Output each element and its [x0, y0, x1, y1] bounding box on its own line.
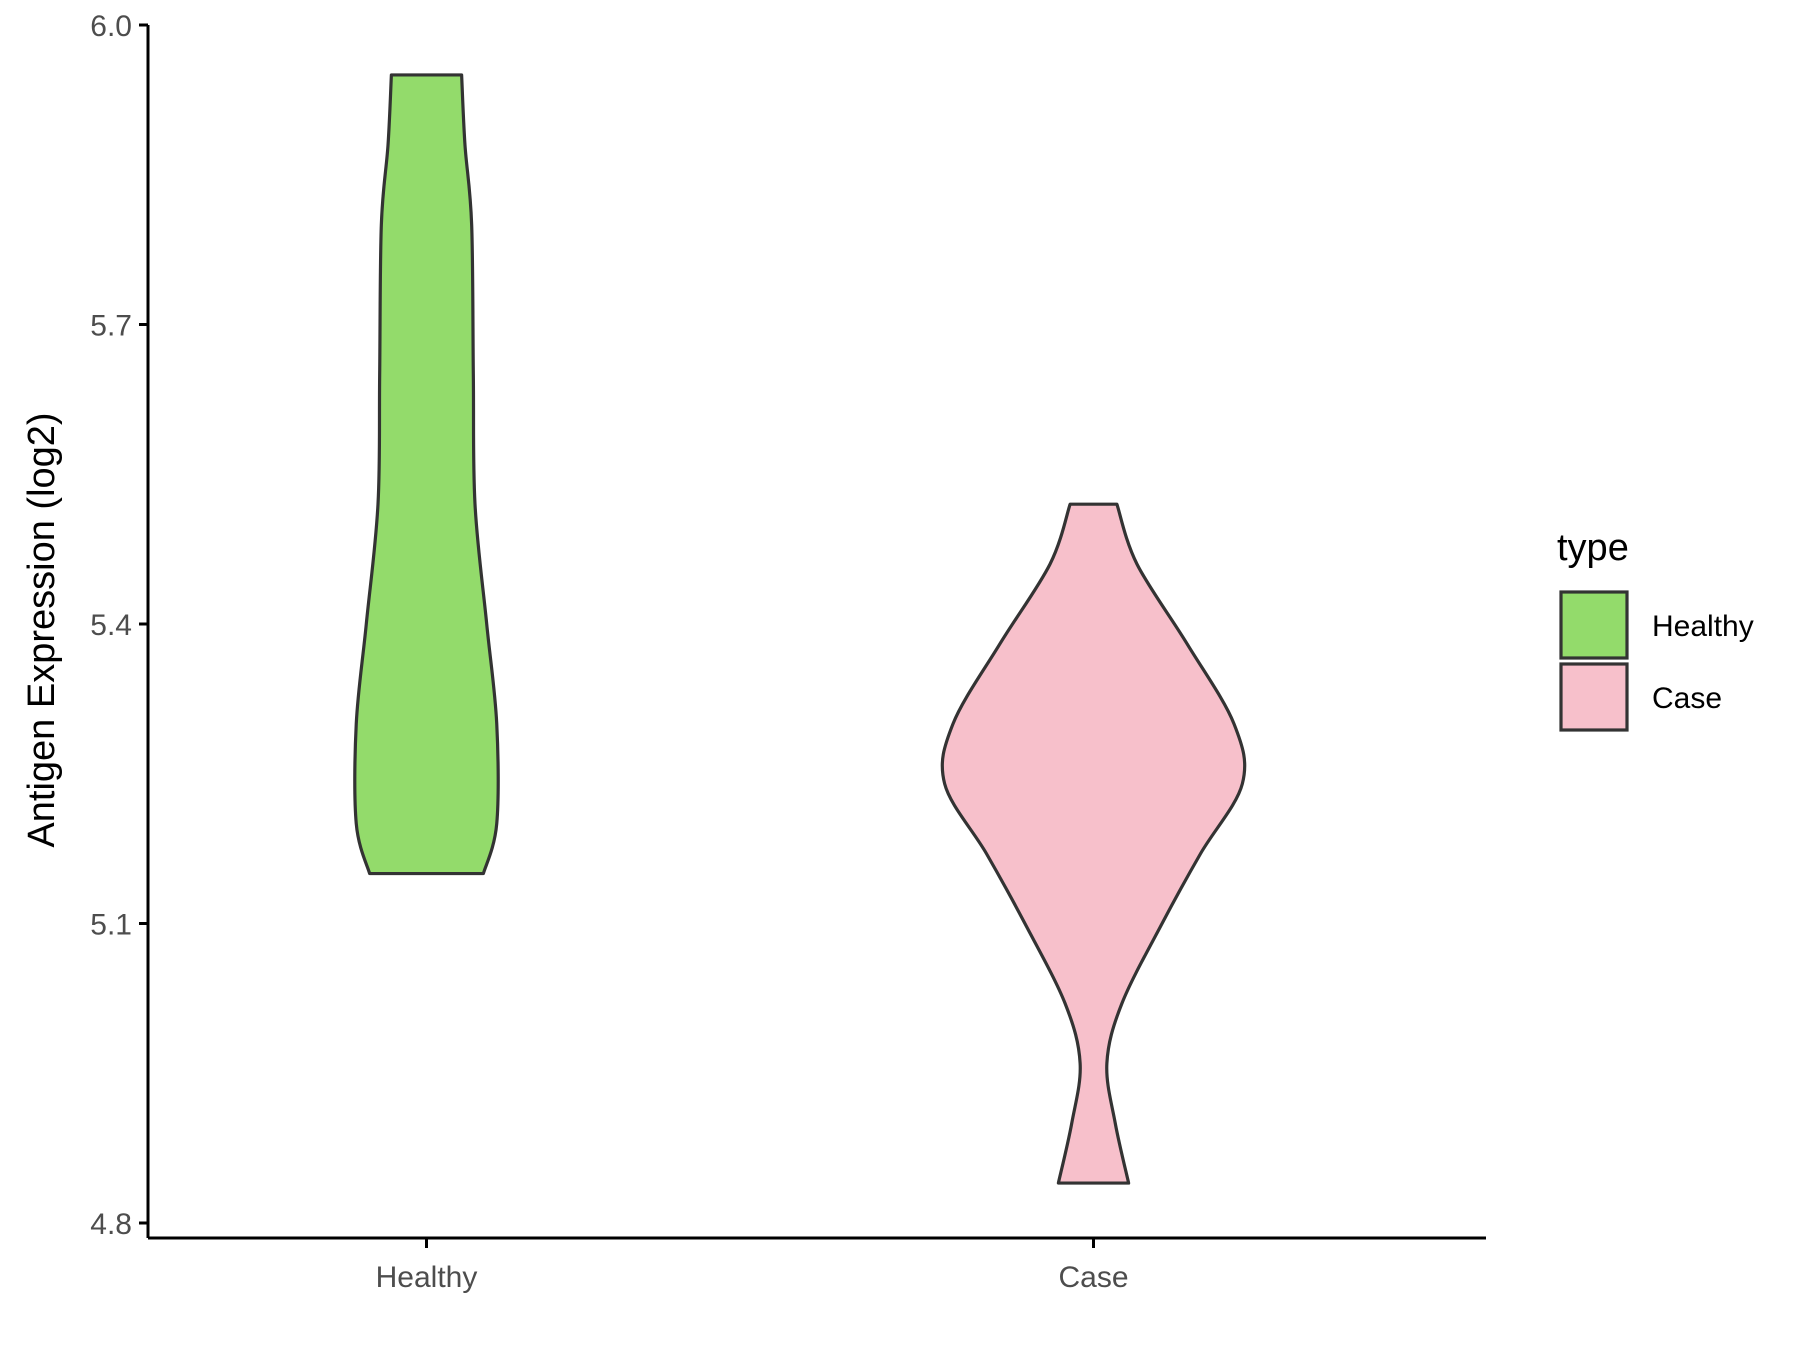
legend: type Healthy Case: [1557, 527, 1754, 732]
violin-healthy: [353, 73, 500, 876]
y-tick-label: 6.0: [90, 10, 132, 43]
legend-title: type: [1557, 527, 1629, 569]
legend-key-case: [1559, 662, 1629, 732]
x-tick-label: Case: [1058, 1261, 1128, 1294]
plot-area: 4.8 5.1 5.4 5.7 6.0 Healthy Case: [90, 10, 1486, 1294]
y-tick-label: 5.4: [90, 609, 132, 642]
legend-label: Healthy: [1652, 610, 1754, 643]
y-ticks: 4.8 5.1 5.4 5.7 6.0: [90, 10, 148, 1241]
y-tick-label: 5.7: [90, 310, 132, 343]
legend-key-healthy: [1559, 590, 1629, 660]
legend-label: Case: [1652, 682, 1722, 715]
y-tick-label: 5.1: [90, 909, 132, 942]
x-ticks: Healthy Case: [376, 1238, 1129, 1294]
y-tick-label: 4.8: [90, 1208, 132, 1241]
y-axis-title: Antigen Expression (log2): [21, 412, 63, 847]
violins: [353, 73, 1247, 1185]
x-tick-label: Healthy: [376, 1261, 478, 1294]
violin-case: [940, 502, 1247, 1185]
